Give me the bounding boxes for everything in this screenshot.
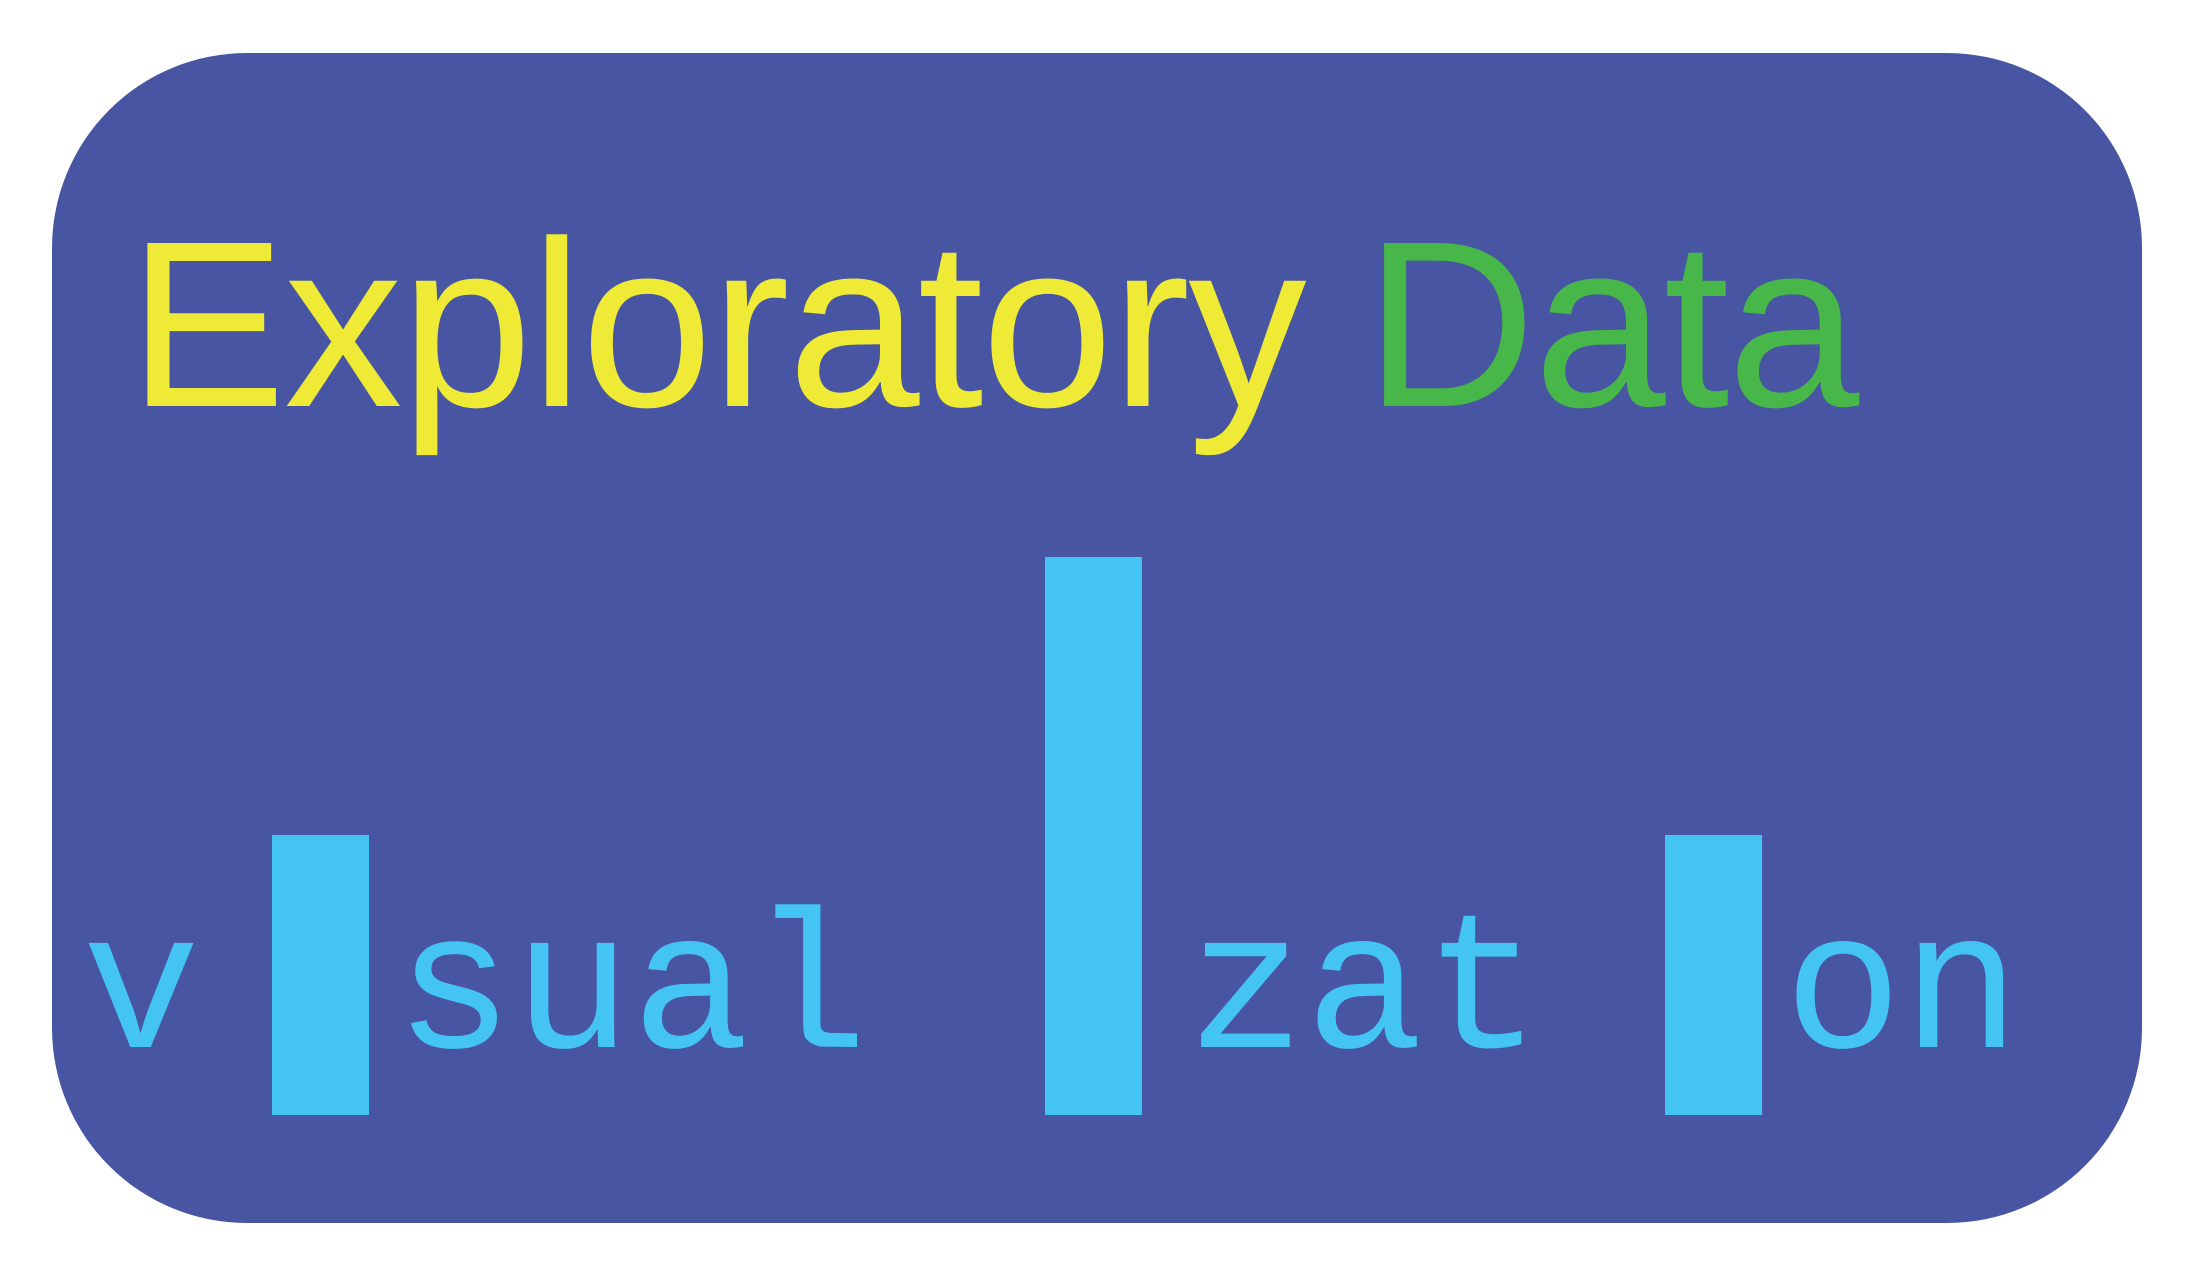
bar-i-3 [1665,835,1762,1115]
title-word-exploratory: Exploratory [128,192,1307,457]
bar-i-1 [272,835,369,1115]
viz-letters-zat: zat [1187,884,1542,1107]
viz-letter-v: v [82,884,201,1107]
viz-letters-sual: sual [395,884,868,1107]
viz-letters-on: on [1784,884,2021,1107]
title-word-data: Data [1364,192,1860,457]
bar-i-2 [1045,557,1142,1115]
logo-title: Exploratory Data [128,206,1859,443]
